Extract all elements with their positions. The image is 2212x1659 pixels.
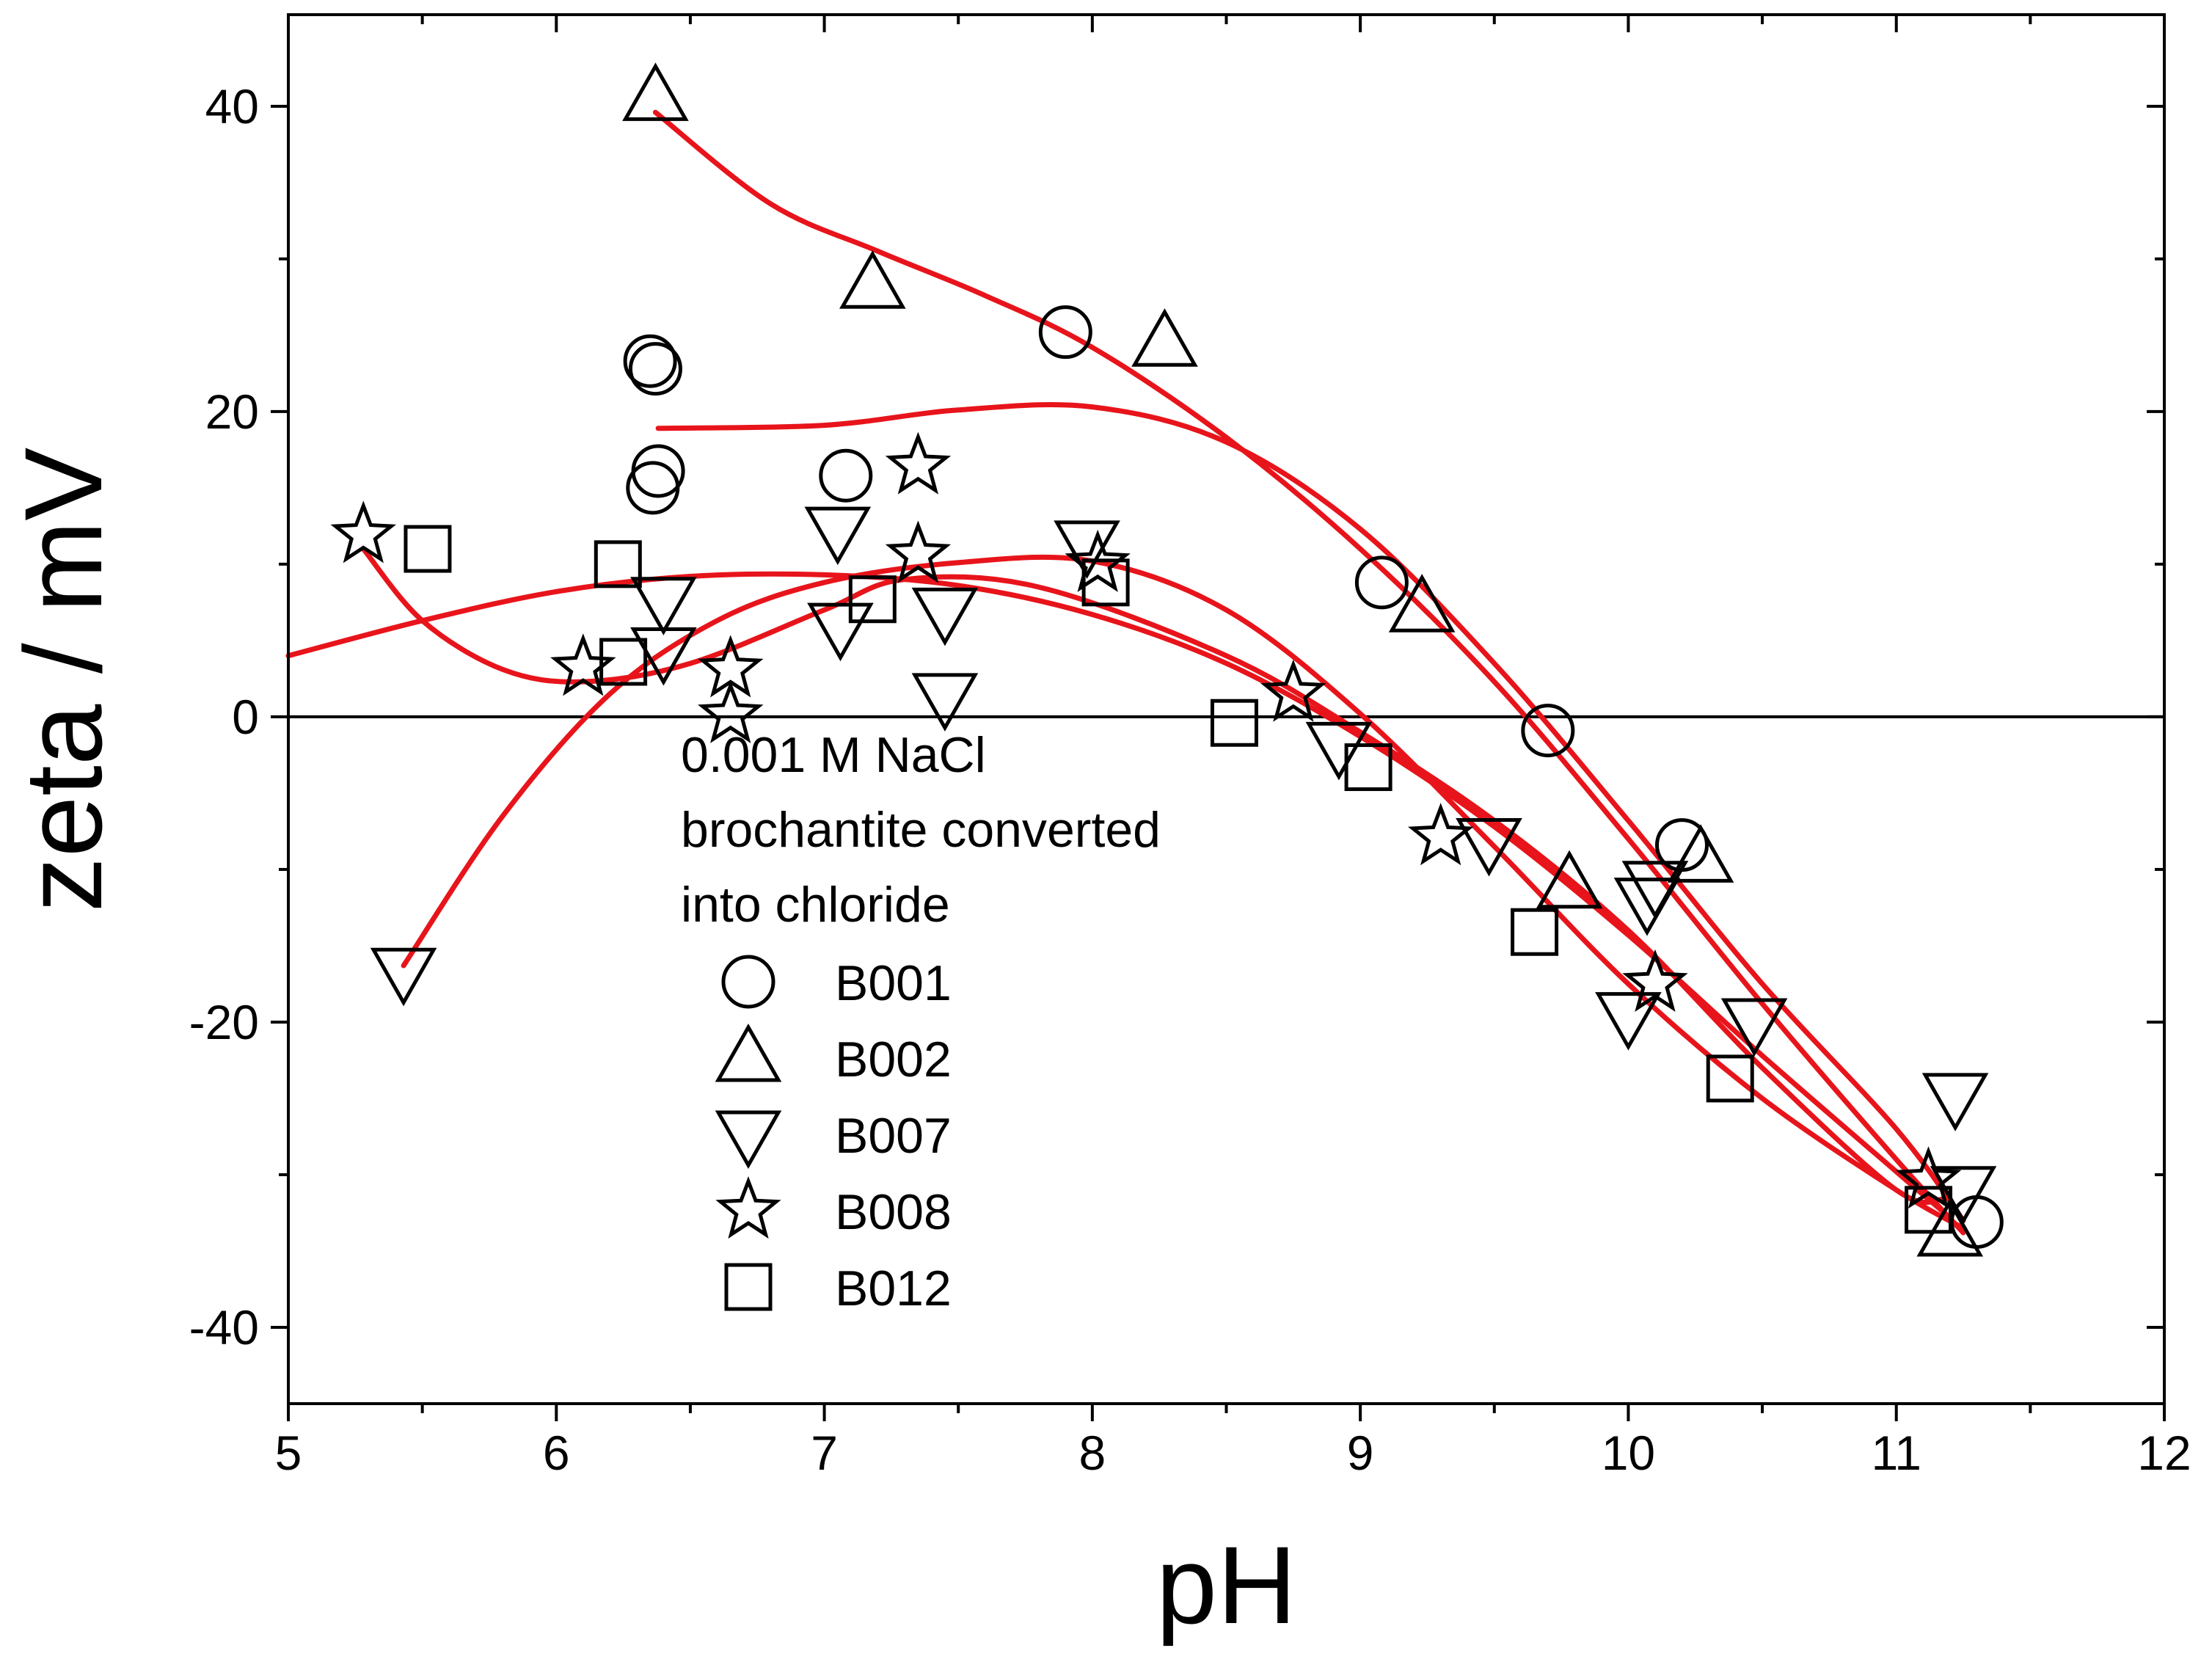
data-point-b007-1	[630, 577, 697, 635]
fit-curve-b002-fit	[652, 109, 1966, 1236]
y-tick-label: -20	[189, 995, 259, 1049]
legend-label-b012: B012	[835, 1261, 952, 1316]
data-point-b008-8	[1408, 803, 1474, 866]
data-point-b007-13	[1720, 998, 1788, 1057]
data-point-b002-4	[1536, 850, 1603, 909]
data-point-b008-4	[885, 431, 952, 495]
fit-curves-layer	[285, 109, 1966, 1236]
y-tick-label: 40	[205, 79, 259, 134]
data-point-b007-14	[1921, 1073, 1989, 1131]
legend-marker-b008	[715, 1175, 781, 1239]
data-point-b001-5	[1038, 305, 1092, 360]
x-tick-label: 12	[2137, 1426, 2191, 1480]
data-point-b001-6	[1354, 555, 1409, 610]
data-point-b012-4	[1081, 558, 1130, 607]
data-point-b007-15	[1930, 1166, 1997, 1225]
x-axis-title: pH	[1156, 1523, 1297, 1647]
x-tick-label: 11	[1871, 1426, 1921, 1480]
plot-frame	[287, 13, 2166, 1405]
legend-item-b007: B007	[715, 1108, 952, 1170]
legend-title-line: 0.001 M NaCl	[681, 727, 986, 783]
legend: 0.001 M NaCl brochantite converted into ch…	[681, 727, 1161, 1316]
data-point-b012-6	[1344, 743, 1392, 792]
x-tick-label: 7	[811, 1426, 838, 1480]
legend-title-line: brochantite converted	[681, 802, 1161, 858]
fit-curve-b007-fit	[401, 554, 1966, 1231]
data-point-b007-0	[370, 947, 437, 1007]
legend-title-line: into chloride	[681, 877, 950, 933]
legend-label-b007: B007	[835, 1108, 952, 1164]
data-point-b012-0	[404, 525, 452, 573]
data-point-b008-10	[1895, 1146, 1962, 1209]
data-point-b002-2	[1131, 308, 1198, 367]
legend-marker-b002	[715, 1023, 782, 1082]
y-tick-label: 0	[232, 690, 259, 744]
data-point-b002-5	[1667, 824, 1734, 883]
data-point-b012-5	[1210, 699, 1258, 747]
data-point-b007-9	[1456, 817, 1522, 877]
data-point-b001-0	[623, 334, 677, 388]
data-point-b001-7	[1521, 704, 1575, 758]
x-tick-label: 6	[543, 1426, 570, 1480]
data-point-b012-8	[1706, 1054, 1754, 1103]
data-point-b007-6	[911, 673, 979, 732]
data-point-b001-1	[628, 342, 682, 396]
y-axis-title: zeta / mV	[1, 448, 125, 913]
x-tick-label: 5	[275, 1426, 302, 1480]
data-point-b007-12	[1621, 861, 1689, 919]
fit-curve-b001-fit	[655, 402, 1966, 1223]
data-point-b008-1	[550, 633, 616, 696]
data-point-b002-6	[1916, 1197, 1984, 1257]
data-point-b008-5	[885, 520, 952, 583]
data-point-b008-9	[1622, 949, 1688, 1013]
data-point-b007-3	[804, 506, 872, 566]
data-point-b012-9	[1905, 1186, 1953, 1234]
data-point-b008-0	[330, 500, 396, 564]
data-point-b012-1	[594, 540, 642, 588]
data-point-b001-4	[819, 448, 873, 503]
data-point-b012-7	[1511, 908, 1559, 956]
legend-marker-b012	[724, 1263, 773, 1311]
data-point-b007-2	[630, 627, 697, 686]
fit-curve-b008-fit	[360, 546, 1947, 1205]
legend-label-b002: B002	[835, 1032, 952, 1087]
legend-item-b012: B012	[724, 1261, 952, 1316]
x-tick-label: 10	[1602, 1426, 1655, 1480]
data-point-b012-2	[599, 638, 648, 686]
legend-label-b001: B001	[835, 955, 952, 1011]
data-point-b008-3	[698, 680, 764, 743]
legend-item-b001: B001	[721, 955, 952, 1011]
y-tick-label: -40	[189, 1300, 259, 1354]
data-point-b007-10	[1595, 992, 1662, 1051]
data-point-b002-1	[839, 250, 906, 309]
data-point-b007-8	[1305, 721, 1373, 781]
data-point-b001-3	[626, 461, 680, 515]
data-point-b001-2	[631, 444, 685, 498]
data-markers-layer	[330, 62, 2004, 1257]
legend-label-b008: B008	[835, 1184, 952, 1240]
data-point-b001-9	[1949, 1195, 2004, 1249]
data-point-b007-4	[807, 602, 874, 662]
data-point-b002-3	[1388, 574, 1456, 632]
fit-curve-b012-fit	[285, 571, 1953, 1220]
legend-item-b002: B002	[715, 1023, 952, 1087]
legend-item-b008: B008	[715, 1175, 952, 1240]
axes-layer: 5 6 7 8 9 10 11 12 -40 -20 0 20 40 pH zeta / mV	[1, 13, 2191, 1647]
legend-marker-b001	[721, 955, 775, 1009]
y-tick-label: 20	[205, 384, 259, 439]
legend-marker-b007	[715, 1110, 782, 1170]
x-tick-label: 8	[1078, 1426, 1106, 1480]
x-tick-label: 9	[1347, 1426, 1374, 1480]
data-point-b008-7	[1260, 659, 1326, 722]
data-point-b002-0	[622, 62, 689, 121]
data-point-b007-5	[911, 587, 979, 646]
data-point-b008-6	[1065, 529, 1131, 592]
data-point-b012-3	[848, 575, 897, 624]
